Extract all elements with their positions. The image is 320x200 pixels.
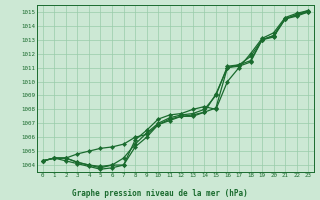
Text: Graphe pression niveau de la mer (hPa): Graphe pression niveau de la mer (hPa) — [72, 189, 248, 198]
